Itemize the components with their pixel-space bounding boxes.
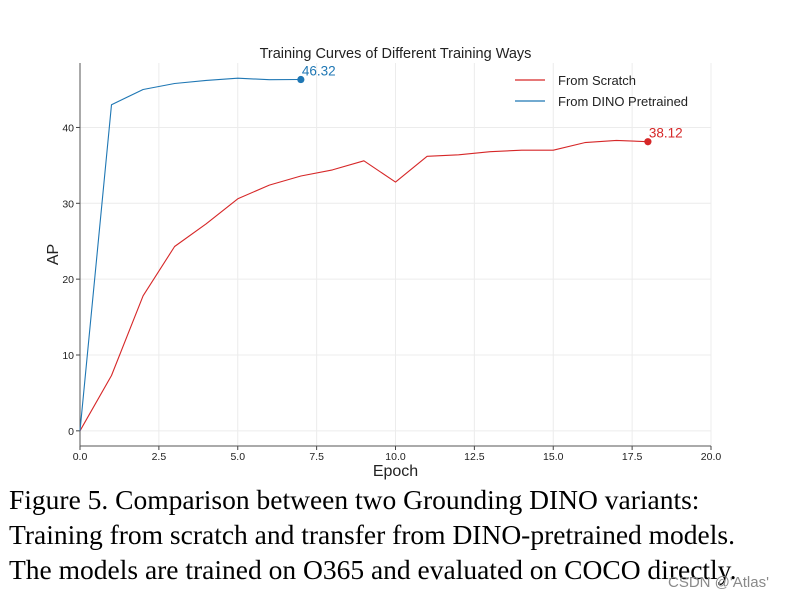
axes: 0.0 2.5 5.0 7.5 10.0 12.5 15.0 17.5 20.0 0 10 20 30 4… [62,63,721,463]
x-tick-label: 0.0 [73,451,88,463]
y-tick-label: 0 [68,426,74,438]
x-tick-label: 10.0 [385,451,406,463]
caption-line: The models are trained on O365 and evalu… [9,554,737,585]
series-lines [79,75,652,432]
x-tick-label: 2.5 [152,451,167,463]
figure-caption: Figure 5. Comparison between two Groundi… [9,482,779,587]
end-value-label: 38.12 [649,126,683,141]
chart-labels: Training Curves of Different Training Wa… [45,46,683,480]
series-line [79,139,648,432]
y-tick-label: 10 [62,350,74,362]
legend-label: From DINO Pretrained [558,94,688,109]
chart-title: Training Curves of Different Training Wa… [260,46,532,62]
end-value-label: 46.32 [302,64,336,79]
x-axis-label: Epoch [373,463,418,480]
x-tick-label: 5.0 [230,451,245,463]
x-tick-label: 7.5 [309,451,324,463]
chart: 0.0 2.5 5.0 7.5 10.0 12.5 15.0 17.5 20.0 0 10 20 30 4… [45,46,721,480]
x-tick-label: 12.5 [464,451,485,463]
watermark: CSDN @'Atlas' [668,574,769,591]
x-tick-label: 15.0 [543,451,564,463]
x-tick-label: 17.5 [622,451,643,463]
y-tick-label: 30 [62,198,74,210]
y-tick-label: 20 [62,274,74,286]
y-axis-label: AP [45,244,62,265]
x-tick-label: 20.0 [701,451,722,463]
series-end-point [297,75,305,84]
legend: From Scratch From DINO Pretrained [515,73,688,109]
legend-label: From Scratch [558,73,636,88]
caption-line: Figure 5. Comparison between two Groundi… [9,484,700,515]
y-tick-label: 40 [62,122,74,134]
grid [79,63,712,446]
caption-line: Training from scratch and transfer from … [9,519,735,550]
series-line [79,77,301,431]
series-end-point [644,138,652,146]
